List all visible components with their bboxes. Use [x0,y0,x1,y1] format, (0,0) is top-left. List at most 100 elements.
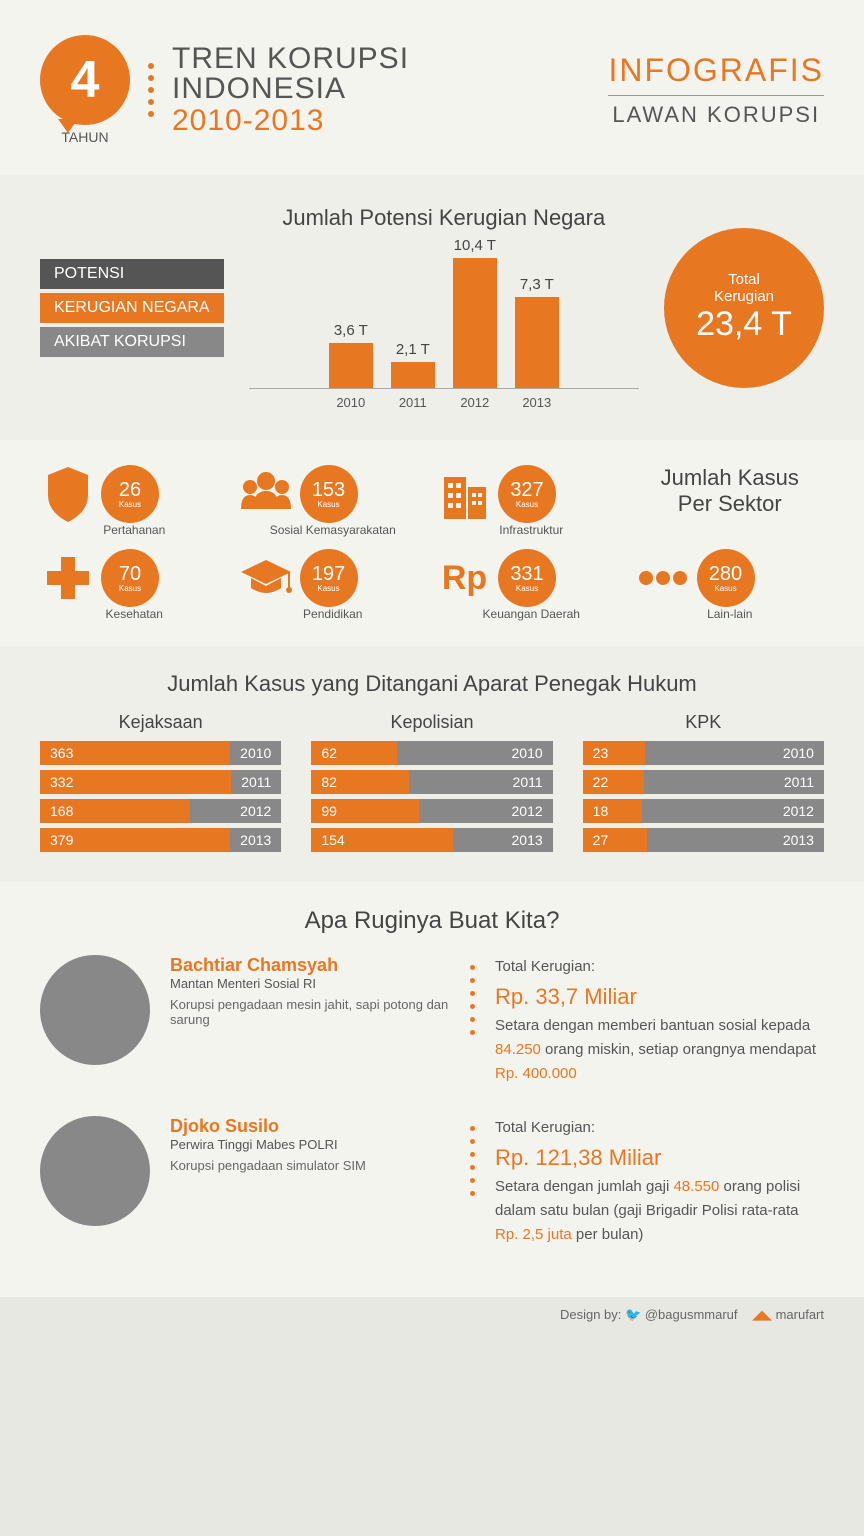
agency-name: Kepolisian [311,712,552,733]
agency-bar: 82 2011 [311,770,552,794]
person-detail-text: Setara dengan jumlah gaji 48.550 orang p… [495,1175,824,1247]
bar [453,258,497,388]
agency-bar-value: 154 [311,828,452,852]
agency-bar: 363 2010 [40,741,281,765]
person-photo [40,1116,150,1226]
person-role: Mantan Menteri Sosial RI [170,976,450,991]
section-potensi: POTENSI KERUGIAN NEGARA AKIBAT KORUPSI J… [0,175,864,440]
agency-column: Kepolisian 62 2010 82 2011 99 2012 154 2… [311,712,552,857]
sector-count-circle: 280 Kasus [697,549,755,607]
sector-kasus-label: Kasus [119,500,141,509]
bar-value: 10,4 T [454,237,496,254]
bar [515,297,559,388]
agency-column: Kejaksaan 363 2010 332 2011 168 2012 379… [40,712,281,857]
twitter-icon: 🐦 [625,1307,641,1322]
agency-bar: 154 2013 [311,828,552,852]
person-info: Djoko Susilo Perwira Tinggi Mabes POLRI … [170,1116,450,1247]
agency-bar-value: 27 [583,828,648,852]
bar-item: 3,6 T [329,322,373,388]
sector-count: 197 [312,564,345,584]
sector-count: 331 [510,564,543,584]
title-left: TREN KORUPSI INDONESIA 2010-2013 [172,44,590,137]
agency-bar-year: 2011 [231,770,281,794]
total-kerugian-label: Total Kerugian: [495,955,824,979]
title-years: 2010-2013 [172,104,590,137]
sector-item: 327 Kasus Infrastruktur [437,465,626,537]
agency-bar: 332 2011 [40,770,281,794]
label-potensi: POTENSI [40,259,224,289]
sector-count: 280 [709,564,742,584]
agency-bar-value: 168 [40,799,190,823]
plus-icon [40,551,95,606]
sector-kasus-label: Kasus [516,500,538,509]
section3-title: Jumlah Kasus yang Ditangani Aparat Peneg… [40,671,824,697]
agency-bar-year: 2010 [230,741,281,765]
title-right: INFOGRAFIS LAWAN KORUPSI [608,52,824,128]
badge-number: 4 [40,35,130,125]
infographic-container: 4 TAHUN TREN KORUPSI INDONESIA 2010-2013… [0,0,864,1343]
sector-item: 280 Kasus Lain-lain [636,549,825,621]
person-name: Bachtiar Chamsyah [170,955,450,976]
people-icon [239,467,294,522]
agency-bar: 99 2012 [311,799,552,823]
bar-item: 7,3 T [515,276,559,388]
bar [329,343,373,388]
sector-count-circle: 197 Kasus [300,549,358,607]
agency-bar-value: 82 [311,770,409,794]
agency-bar: 379 2013 [40,828,281,852]
agency-bar-year: 2013 [773,828,824,852]
person-desc: Korupsi pengadaan mesin jahit, sapi poto… [170,997,450,1027]
section-sectors: 26 Kasus Pertahanan 153 Kasus Sosial Kem… [0,440,864,646]
dots-icon [636,551,691,606]
sector-name: Lain-lain [636,607,825,621]
agency-bar-year: 2013 [502,828,553,852]
sector-count: 153 [312,480,345,500]
sector-count: 26 [119,480,141,500]
sector-name: Pendidikan [239,607,428,621]
dots-divider-icon [470,1116,475,1247]
section2-title: Jumlah KasusPer Sektor [636,465,825,537]
person-row: Djoko Susilo Perwira Tinggi Mabes POLRI … [40,1116,824,1247]
person-detail: Total Kerugian: Rp. 33,7 Miliar Setara d… [495,955,824,1086]
sector-count-circle: 327 Kasus [498,465,556,523]
sector-kasus-label: Kasus [317,584,339,593]
bar-item: 2,1 T [391,341,435,388]
bar-chart: Jumlah Potensi Kerugian Negara 3,6 T2,1 … [249,205,639,410]
person-name: Djoko Susilo [170,1116,450,1137]
agency-bar-year: 2010 [502,741,553,765]
agency-bar-value: 18 [583,799,642,823]
footer: Design by: 🐦 @bagusmmaruf ◢◣ marufart [0,1297,864,1343]
sector-count-circle: 70 Kasus [101,549,159,607]
agency-bar-value: 379 [40,828,230,852]
sector-item: 197 Kasus Pendidikan [239,549,428,621]
bar-year: 2012 [453,395,497,410]
total-label1: Total [728,271,760,288]
total-kerugian-label: Total Kerugian: [495,1116,824,1140]
person-amount: Rp. 33,7 Miliar [495,979,824,1014]
agency-bar-value: 23 [583,741,645,765]
agency-bar: 22 2011 [583,770,824,794]
agency-bar-year: 2011 [503,770,553,794]
bar-item: 10,4 T [453,237,497,388]
sector-kasus-label: Kasus [317,500,339,509]
person-photo [40,955,150,1065]
brand-icon: ◢◣ [752,1307,772,1322]
sector-item: Rp 331 Kasus Keuangan Daerah [437,549,626,621]
agency-bar-year: 2012 [502,799,553,823]
sector-item: 70 Kasus Kesehatan [40,549,229,621]
person-detail: Total Kerugian: Rp. 121,38 Miliar Setara… [495,1116,824,1247]
title-right-line2: LAWAN KORUPSI [608,102,824,128]
bar [391,362,435,388]
sector-name: Kesehatan [40,607,229,621]
badge-wrap: 4 TAHUN [40,35,130,145]
bar-value: 2,1 T [396,341,430,358]
sector-name: Sosial Kemasyarakatan [239,523,428,537]
shield-icon [40,467,95,522]
total-label2: Kerugian [714,288,774,305]
sector-count: 327 [510,480,543,500]
section-people: Apa Ruginya Buat Kita? Bachtiar Chamsyah… [0,882,864,1297]
section4-title: Apa Ruginya Buat Kita? [40,907,824,935]
agency-bar: 27 2013 [583,828,824,852]
bar-year: 2010 [329,395,373,410]
person-amount: Rp. 121,38 Miliar [495,1140,824,1175]
